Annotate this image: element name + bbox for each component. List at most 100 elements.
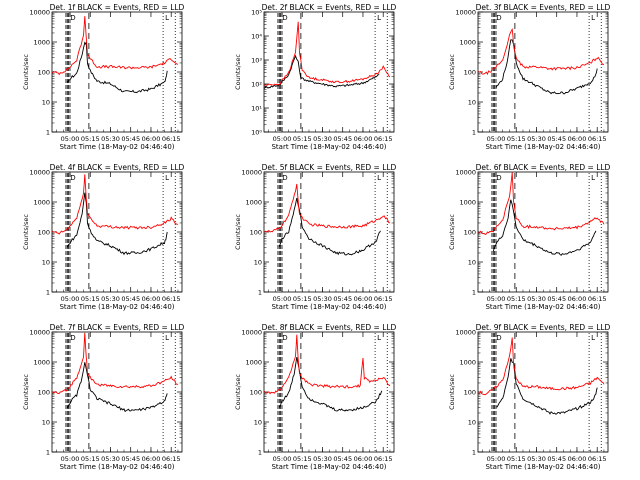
y-axis-label: Counts/sec — [22, 54, 30, 90]
lld-series-line — [264, 334, 391, 395]
events-series-line — [495, 39, 598, 95]
y-tick-label: 1 — [472, 289, 476, 297]
y-axis-label: Counts/sec — [448, 374, 456, 410]
x-tick-label: 06:15 — [374, 135, 393, 143]
corner-label-d: D — [496, 14, 501, 22]
x-tick-label: 05:15 — [293, 455, 312, 463]
corner-label-l: L — [377, 334, 381, 342]
y-tick-label: 1 — [472, 129, 476, 137]
x-axis-label: Start Time (18-May-02 04:46:40) — [59, 463, 174, 471]
x-tick-label: 05:45 — [121, 295, 140, 303]
lld-series-line — [264, 21, 391, 86]
y-axis-label: Counts/sec — [22, 214, 30, 250]
y-tick-label: 100 — [250, 389, 262, 397]
y-tick-label: 1 — [46, 129, 50, 137]
events-series-line — [66, 41, 168, 94]
y-tick-label: 10 — [254, 419, 262, 427]
x-tick-label: 05:45 — [547, 295, 566, 303]
x-tick-label: 06:15 — [588, 135, 607, 143]
y-tick-label: 10 — [468, 99, 476, 107]
corner-label-d: D — [496, 334, 501, 342]
x-axis-label: Start Time (18-May-02 04:46:40) — [271, 463, 386, 471]
y-tick-label: 1 — [46, 289, 50, 297]
panel-det-3: Det. 3f BLACK = Events, RED = LLD 1 10 100 1… — [448, 3, 611, 151]
x-tick-label: 05:00 — [61, 295, 80, 303]
y-tick-label: 10³ — [251, 57, 262, 65]
lld-series-line — [478, 337, 605, 396]
x-tick-label: 05:45 — [547, 135, 566, 143]
plot-frame — [263, 171, 395, 293]
panel-det-5: Det. 5f BLACK = Events, RED = LLD 1 10 100 1… — [234, 163, 397, 311]
x-tick-label: 05:15 — [293, 295, 312, 303]
y-axis-label: Counts/sec — [448, 54, 456, 90]
y-tick-label: 100 — [250, 229, 262, 237]
panel-det-9: Det. 9f BLACK = Events, RED = LLD 1 10 100 1… — [448, 323, 611, 471]
panel-det-6: Det. 6f BLACK = Events, RED = LLD 1 10 100 1… — [448, 163, 611, 311]
plot-frame — [51, 171, 183, 293]
x-tick-label: 05:30 — [101, 455, 120, 463]
events-series-line — [264, 54, 380, 89]
x-tick-label: 05:45 — [121, 135, 140, 143]
x-axis-label: Start Time (18-May-02 04:46:40) — [59, 303, 174, 311]
plot-frame — [477, 11, 609, 133]
x-tick-label: 06:00 — [568, 135, 587, 143]
y-tick-label: 1000 — [459, 199, 476, 207]
panel-title: Det. 9f BLACK = Events, RED = LLD — [476, 323, 611, 332]
y-tick-label: 1 — [258, 289, 262, 297]
panel-det-1: Det. 1f BLACK = Events, RED = LLD 1 10 100 1… — [22, 3, 185, 151]
x-tick-label: 06:15 — [162, 295, 181, 303]
corner-label-l: L — [377, 174, 381, 182]
panel-title: Det. 8f BLACK = Events, RED = LLD — [262, 323, 397, 332]
y-axis-label: Counts/sec — [234, 374, 242, 410]
y-tick-label: 10 — [468, 419, 476, 427]
x-tick-label: 06:00 — [354, 135, 373, 143]
x-tick-label: 05:15 — [507, 455, 526, 463]
y-tick-label: 100 — [464, 389, 476, 397]
x-tick-label: 05:00 — [273, 135, 292, 143]
lld-series-line — [52, 332, 178, 394]
corner-label-d: D — [282, 14, 287, 22]
y-tick-label: 1000 — [33, 39, 50, 47]
y-tick-label: 10000 — [455, 329, 476, 337]
x-tick-label: 05:15 — [507, 295, 526, 303]
x-tick-label: 05:00 — [487, 295, 506, 303]
corner-label-d: D — [282, 334, 287, 342]
panel-det-4: Det. 4f BLACK = Events, RED = LLD 1 10 100 1… — [22, 163, 185, 311]
corner-label-l: L — [591, 14, 595, 22]
y-tick-label: 10 — [42, 419, 50, 427]
x-tick-label: 06:15 — [588, 455, 607, 463]
x-tick-label: 05:30 — [313, 455, 332, 463]
y-tick-label: 10 — [254, 259, 262, 267]
x-tick-label: 05:30 — [101, 295, 120, 303]
y-tick-label: 100 — [38, 69, 50, 77]
y-tick-label: 10⁰ — [251, 129, 262, 137]
events-series-line — [278, 357, 383, 412]
y-tick-label: 1 — [472, 449, 476, 457]
y-tick-label: 1 — [258, 449, 262, 457]
corner-label-d: D — [282, 174, 287, 182]
lld-series-line — [52, 16, 179, 76]
y-tick-label: 1000 — [245, 359, 262, 367]
x-tick-label: 05:30 — [527, 455, 546, 463]
y-tick-label: 100 — [38, 229, 50, 237]
y-tick-label: 10000 — [29, 329, 50, 337]
y-tick-label: 10⁵ — [251, 9, 262, 17]
panel-title: Det. 3f BLACK = Events, RED = LLD — [476, 3, 611, 12]
x-tick-label: 05:30 — [313, 135, 332, 143]
events-series-line — [278, 197, 381, 256]
x-tick-label: 05:30 — [527, 135, 546, 143]
x-tick-label: 05:15 — [293, 135, 312, 143]
x-tick-label: 06:00 — [568, 295, 587, 303]
lld-series-line — [478, 27, 605, 76]
corner-label-l: L — [591, 174, 595, 182]
x-tick-label: 05:00 — [273, 455, 292, 463]
lld-series-line — [478, 172, 605, 236]
y-tick-label: 1000 — [459, 359, 476, 367]
y-axis-label: Counts/sec — [234, 214, 242, 250]
y-tick-label: 1 — [46, 449, 50, 457]
corner-label-d: D — [70, 174, 75, 182]
corner-label-d: D — [70, 334, 75, 342]
x-axis-label: Start Time (18-May-02 04:46:40) — [485, 463, 600, 471]
x-tick-label: 06:00 — [354, 295, 373, 303]
